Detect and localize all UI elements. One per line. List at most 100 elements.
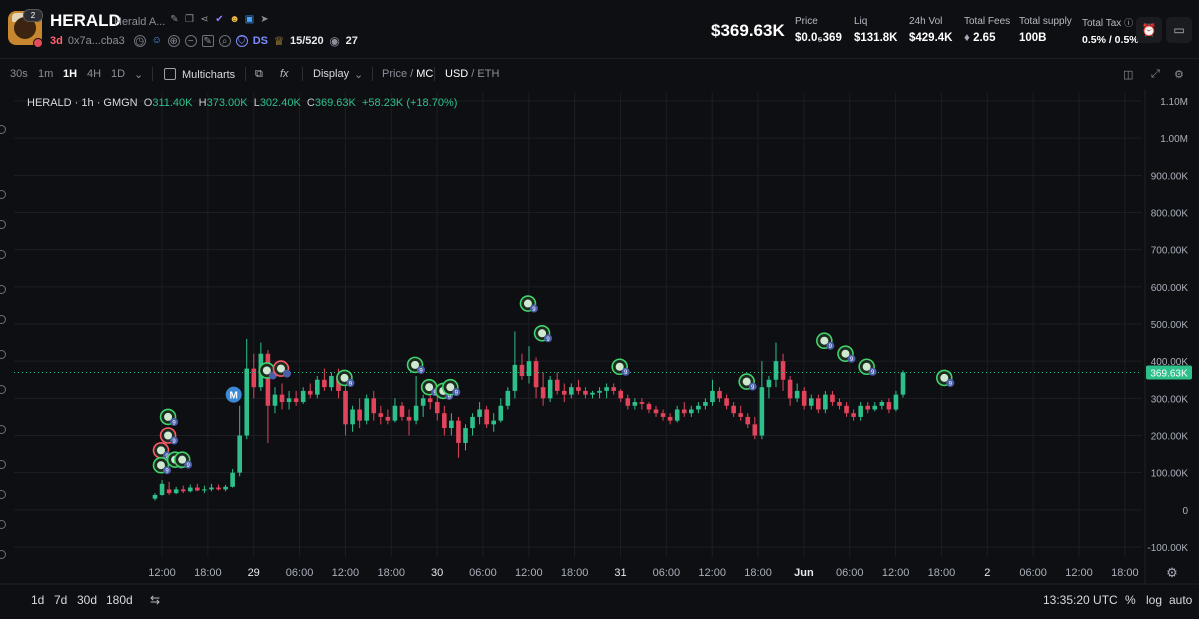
share-icon[interactable]: ⋖: [200, 14, 209, 25]
range-7d[interactable]: 7d: [54, 593, 68, 607]
clock-icon[interactable]: ◷: [133, 35, 146, 47]
usd-option[interactable]: USD: [445, 68, 469, 80]
fullscreen-icon[interactable]: ⤢: [1151, 68, 1160, 80]
layout-button[interactable]: ▭: [1166, 17, 1192, 43]
candle-body: [484, 409, 489, 425]
website-icon[interactable]: ▣: [244, 14, 255, 25]
y-tick-label: 600.00K: [1151, 283, 1189, 294]
x-tick-label: 06:00: [653, 567, 681, 579]
alarm-button[interactable]: ⏰: [1136, 17, 1162, 43]
trade-marker-badge-icon: [417, 365, 426, 374]
y-tick-label: 1.00M: [1160, 134, 1188, 145]
trade-marker-face-icon: [538, 329, 547, 338]
magnet-tool-icon[interactable]: [0, 385, 6, 394]
range-1d[interactable]: 1d: [31, 593, 45, 607]
fib-tool-icon[interactable]: [0, 220, 6, 229]
candle-body: [173, 489, 179, 494]
x-tick-label: 18:00: [377, 567, 405, 579]
candle-body: [463, 428, 468, 443]
stat-total-fees: Total Fees ♦ 2.65: [964, 16, 1010, 44]
measure-tool-icon[interactable]: [0, 315, 6, 324]
brush-tool-icon[interactable]: [0, 250, 6, 259]
trade-marker-count: 9: [624, 370, 628, 376]
lock-tool-icon[interactable]: [0, 425, 6, 434]
price-mc-toggle[interactable]: Price / MC: [382, 68, 434, 80]
interval-1m[interactable]: 1m: [38, 68, 54, 80]
price-option[interactable]: Price: [382, 68, 408, 80]
collapse-icon[interactable]: [0, 550, 6, 559]
minus-circle-icon[interactable]: −: [184, 35, 197, 47]
drawing-tools-rail: [0, 95, 12, 559]
multicharts-toggle[interactable]: Multicharts: [164, 68, 235, 81]
stat-value: $429.4K: [909, 32, 953, 44]
camera-icon[interactable]: ◫: [1123, 69, 1134, 81]
mc-option[interactable]: MC: [416, 68, 434, 80]
note-icon[interactable]: ✎: [201, 35, 214, 47]
indicators-icon[interactable]: fx: [280, 68, 289, 80]
eraser-tool-icon[interactable]: [0, 490, 6, 499]
trade-marker-badge-icon: [282, 369, 291, 378]
migration-marker-icon: [225, 386, 242, 403]
migration-marker-label: M: [230, 391, 238, 402]
trash-tool-icon[interactable]: [0, 520, 6, 529]
y-tick-label: 700.00K: [1151, 246, 1189, 257]
display-menu[interactable]: Display: [313, 68, 350, 80]
trendline-tool-icon[interactable]: [0, 190, 6, 199]
log-toggle[interactable]: log: [1146, 593, 1163, 607]
trade-marker-face-icon: [862, 362, 871, 371]
candle-body: [279, 394, 285, 403]
candle-body: [773, 361, 779, 380]
clock-readout[interactable]: 13:35:20 UTC: [1043, 593, 1118, 607]
crosshair-tool-icon[interactable]: [0, 125, 6, 134]
chevron-down-icon[interactable]: ⌄: [354, 69, 364, 81]
user-icon[interactable]: ☺: [151, 35, 162, 46]
search-icon[interactable]: ⌕: [218, 35, 231, 47]
candle-body: [237, 435, 242, 473]
candle-body: [209, 487, 214, 490]
candle-body: [498, 405, 504, 421]
auto-toggle[interactable]: auto: [1169, 593, 1193, 607]
y-tick-label: 200.00K: [1151, 432, 1189, 443]
token-symbol: HERALD: [50, 11, 121, 30]
percent-toggle[interactable]: %: [1125, 593, 1136, 607]
edit-icon[interactable]: ✎: [170, 14, 179, 25]
candle-body: [667, 416, 673, 421]
y-tick-label: 900.00K: [1151, 171, 1189, 182]
candle-body: [547, 379, 553, 399]
text-tool-icon[interactable]: [0, 285, 6, 294]
zoom-tool-icon[interactable]: [0, 350, 6, 359]
candle-body: [710, 390, 715, 403]
usd-eth-toggle[interactable]: USD / ETH: [445, 68, 500, 80]
interval-1d[interactable]: 1D: [111, 68, 126, 80]
interval-30s[interactable]: 30s: [10, 68, 28, 80]
eth-option[interactable]: ETH: [477, 68, 500, 80]
checkbox-icon[interactable]: [164, 68, 176, 80]
interval-4h[interactable]: 4H: [87, 68, 102, 80]
hide-tool-icon[interactable]: [0, 460, 6, 469]
contract-address[interactable]: 0x7a...cba3: [67, 35, 125, 47]
y-tick-label: 400.00K: [1151, 357, 1189, 368]
x-tick-label: 31: [614, 567, 626, 579]
candle-body: [858, 405, 863, 417]
candle-body: [554, 379, 560, 391]
help-icon[interactable]: ⓘ: [1124, 18, 1134, 28]
community-icon[interactable]: ☻: [229, 14, 240, 25]
telegram-icon[interactable]: ➤: [260, 14, 269, 25]
globe-icon[interactable]: ⊕: [167, 35, 180, 47]
settings-icon[interactable]: ⚙: [1174, 69, 1184, 81]
trade-marker-count: 9: [455, 391, 459, 397]
copy-icon[interactable]: ❐: [185, 14, 194, 25]
candle-type-icon[interactable]: ⧉: [255, 68, 263, 80]
candle-body: [152, 494, 158, 499]
chevron-down-icon[interactable]: ⌄: [134, 69, 144, 81]
candle-body: [166, 489, 172, 494]
interval-1h[interactable]: 1H: [63, 68, 78, 80]
multicharts-label: Multicharts: [182, 69, 236, 81]
dexscreener-label[interactable]: DS: [252, 35, 268, 47]
goto-date-icon[interactable]: ⇆: [150, 593, 161, 607]
trade-marker-face-icon: [841, 349, 850, 358]
range-180d[interactable]: 180d: [106, 593, 133, 607]
shield-icon[interactable]: ⛉: [235, 35, 248, 47]
range-30d[interactable]: 30d: [77, 593, 98, 607]
